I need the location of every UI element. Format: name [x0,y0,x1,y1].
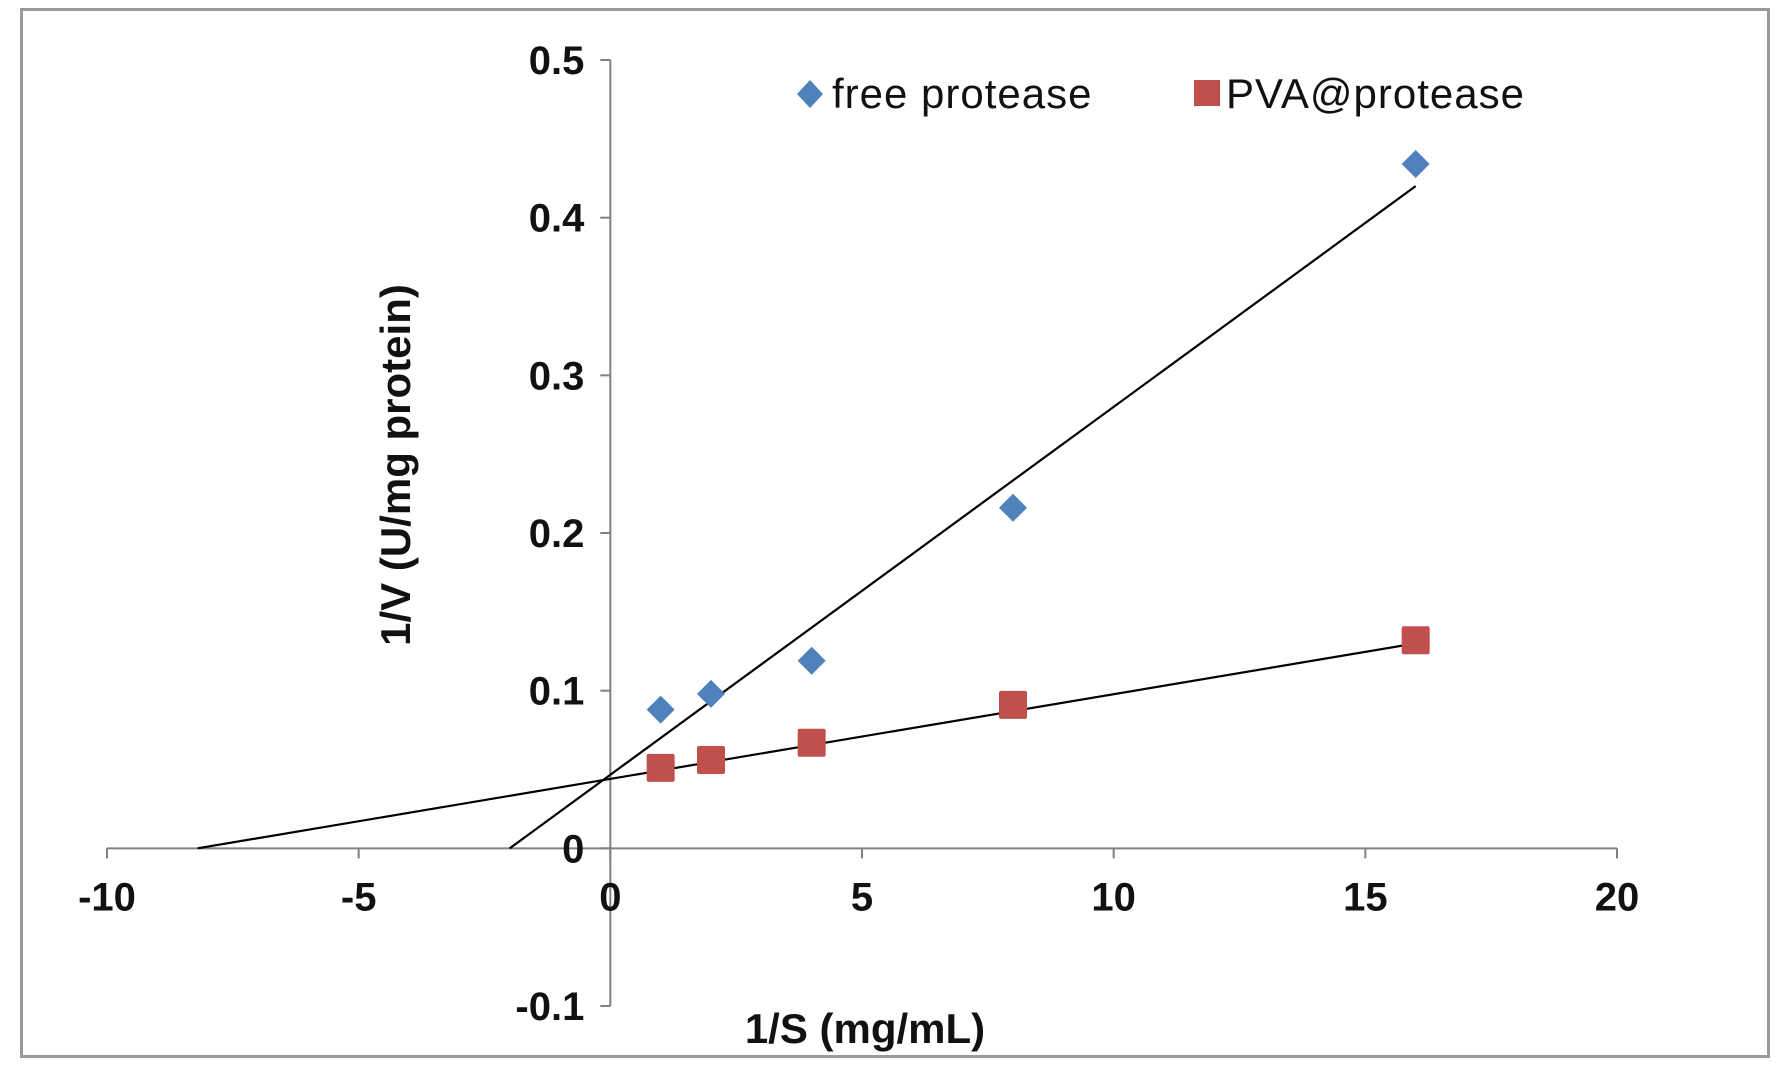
legend-label-free-protease: free protease [832,70,1093,117]
data-point-pva-protease [697,746,725,775]
y-tick-label: 0.3 [529,354,585,398]
y-tick-label: 0 [562,827,584,871]
y-axis-title: 1/V (U/mg protein) [372,284,419,646]
x-tick-label: 20 [1595,875,1640,919]
x-tick-label: 15 [1343,875,1388,919]
x-tick-label: 10 [1091,875,1136,919]
trendline-free-protease [509,185,1417,850]
x-tick-label: 0 [599,875,621,919]
legend-marker-pva-protease [1194,80,1220,106]
data-point-free-protease [646,695,675,724]
data-point-pva-protease [797,728,826,757]
data-point-free-protease [797,646,826,675]
x-tick-label: -10 [78,875,136,919]
legend-marker-free-protease [797,80,823,108]
legend-label-pva-protease: PVA@protease [1226,70,1525,117]
chart-frame [20,8,1770,1058]
tick-labels: -10 -5 0 5 10 15 20 -0.1 0 0.1 0.2 0.3 0.4 0.5 [78,39,1639,1029]
legend: free protease PVA@protease [797,70,1525,117]
x-tick-label: -5 [341,875,377,919]
data-point-free-protease [1401,150,1430,179]
data-point-pva-protease [1401,626,1430,655]
data-markers [646,150,1430,782]
x-tick-label: 5 [851,875,873,919]
y-tick-label: 0.5 [529,39,585,83]
data-point-pva-protease [999,690,1027,719]
axes [106,59,1618,1007]
data-point-free-protease [697,679,725,708]
data-point-pva-protease [646,753,675,782]
y-tick-label: 0.2 [529,512,585,556]
x-axis-title: 1/S (mg/mL) [745,1005,985,1052]
data-point-free-protease [999,493,1027,522]
y-tick-label: 0.1 [529,670,585,714]
y-tick-label: 0.4 [529,197,585,241]
y-tick-label: -0.1 [515,985,584,1029]
